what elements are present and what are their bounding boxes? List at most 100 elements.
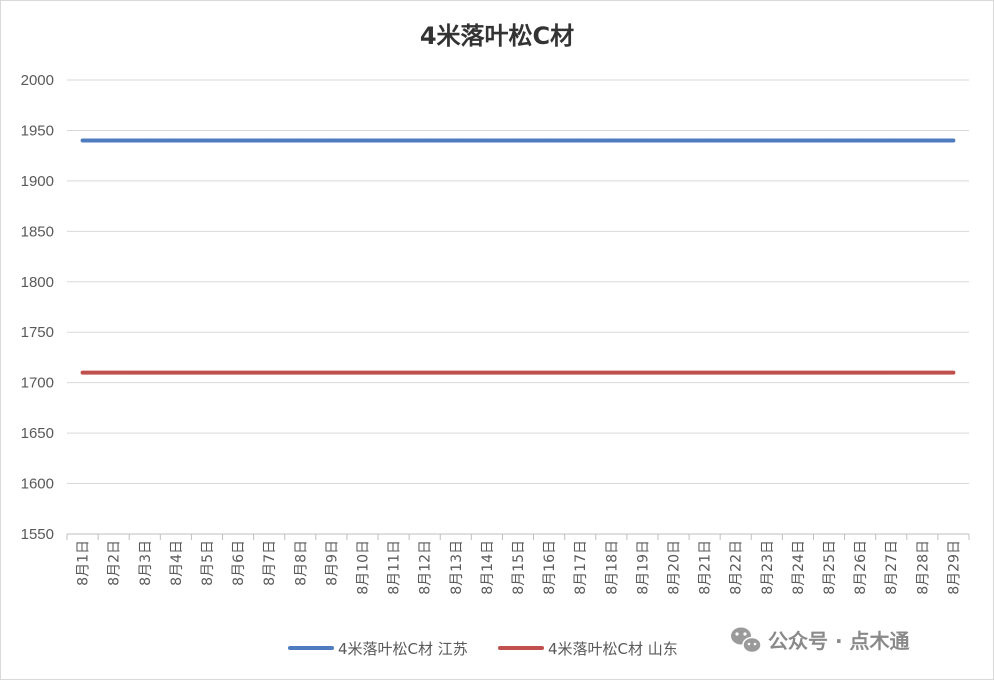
x-tick-label: 8月8日 xyxy=(293,540,309,586)
data-point xyxy=(205,371,209,374)
legend-label-jiangsu: 4米落叶松C材 江苏 xyxy=(338,640,468,658)
watermark-text: 公众号 · 点木通 xyxy=(768,629,910,653)
data-point xyxy=(330,371,333,374)
x-tick-label: 8月28日 xyxy=(915,540,931,595)
data-point xyxy=(330,139,333,142)
x-tick-label: 8月7日 xyxy=(262,540,278,586)
x-tick-label: 8月9日 xyxy=(324,540,340,586)
axis-layer xyxy=(66,533,970,540)
data-point xyxy=(516,139,520,142)
x-tick-label: 8月26日 xyxy=(853,540,869,595)
data-point xyxy=(516,371,520,374)
y-tick-label: 1950 xyxy=(21,122,54,139)
x-tick-label: 8月24日 xyxy=(791,540,807,595)
data-point xyxy=(454,139,457,142)
x-tick-label: 8月11日 xyxy=(387,540,403,595)
data-point xyxy=(796,371,800,374)
data-point xyxy=(765,371,769,374)
x-tick-label: 8月20日 xyxy=(667,540,683,595)
x-tick-label: 8月29日 xyxy=(946,540,962,595)
data-point xyxy=(641,139,644,142)
grid-layer xyxy=(67,79,969,485)
data-point xyxy=(610,139,613,142)
data-point xyxy=(547,371,551,374)
data-point xyxy=(361,371,364,374)
data-point xyxy=(952,371,955,374)
y-tick-label: 1600 xyxy=(21,476,54,493)
x-tick-label: 8月14日 xyxy=(480,540,496,595)
data-point xyxy=(392,371,395,374)
x-tick-label: 8月19日 xyxy=(635,540,651,595)
data-point xyxy=(143,371,146,374)
data-point xyxy=(610,371,613,374)
data-point xyxy=(890,371,893,374)
data-point xyxy=(765,139,769,142)
data-point xyxy=(112,139,115,142)
data-point xyxy=(921,371,924,374)
data-point xyxy=(454,371,457,374)
data-point xyxy=(579,371,582,374)
x-tick-label: 8月16日 xyxy=(542,540,558,595)
x-tick-label: 8月1日 xyxy=(76,540,92,586)
chart-title: 4米落叶松C材 xyxy=(420,22,574,50)
data-point xyxy=(236,371,240,374)
data-point xyxy=(112,371,115,374)
data-point xyxy=(361,139,364,142)
data-point xyxy=(267,139,271,142)
data-point xyxy=(827,139,831,142)
data-point xyxy=(641,371,644,374)
x-tick-label: 8月5日 xyxy=(200,540,216,586)
watermark: 公众号 · 点木通 xyxy=(731,627,910,654)
data-point xyxy=(796,139,800,142)
data-point xyxy=(703,139,706,142)
x-tick-label: 8月6日 xyxy=(231,540,247,586)
data-point xyxy=(579,139,582,142)
x-tick-label: 8月25日 xyxy=(822,540,838,595)
x-tick-label: 8月2日 xyxy=(107,540,123,586)
x-tick-label: 8月21日 xyxy=(698,540,714,595)
x-tick-label: 8月15日 xyxy=(511,540,527,595)
data-point xyxy=(392,139,395,142)
data-point xyxy=(921,139,924,142)
data-point xyxy=(952,139,955,142)
data-point xyxy=(299,371,302,374)
x-tick-label: 8月13日 xyxy=(449,540,465,595)
y-tick-label: 1650 xyxy=(21,425,54,442)
data-point xyxy=(734,139,737,142)
y-tick-label: 1750 xyxy=(21,324,54,341)
data-point xyxy=(81,371,84,374)
data-point xyxy=(423,371,426,374)
y-tick-label: 1850 xyxy=(21,223,54,240)
x-tick-label: 8月23日 xyxy=(760,540,776,595)
data-point xyxy=(734,371,737,374)
x-tick-label: 8月22日 xyxy=(729,540,745,595)
data-point xyxy=(827,371,831,374)
y-tick-label: 1900 xyxy=(21,173,54,190)
legend-label-shandong: 4米落叶松C材 山东 xyxy=(548,640,678,658)
y-tick-label: 1550 xyxy=(21,526,54,543)
legend: 4米落叶松C材 江苏 4米落叶松C材 山东 xyxy=(288,640,678,658)
y-tick-label: 1700 xyxy=(21,375,54,392)
data-point xyxy=(672,139,675,142)
data-point xyxy=(81,139,84,142)
data-point xyxy=(267,371,271,374)
data-point xyxy=(236,139,240,142)
data-point xyxy=(485,371,489,374)
series-layer xyxy=(80,138,956,375)
y-tick-label: 2000 xyxy=(21,72,54,89)
data-point xyxy=(703,371,706,374)
data-point xyxy=(858,139,862,142)
x-tick-label: 8月17日 xyxy=(573,540,589,595)
y-tick-label: 1800 xyxy=(21,274,54,291)
x-tick-label: 8月4日 xyxy=(169,540,185,586)
data-point xyxy=(672,371,675,374)
wechat-icon xyxy=(731,627,762,654)
x-tick-label: 8月12日 xyxy=(418,540,434,595)
x-tick-labels: 8月1日 8月2日 8月3日 8月4日 8月5日 8月6日 8月7日 8月8日 8月9日 8月10… xyxy=(76,540,963,595)
data-point xyxy=(858,371,862,374)
data-point xyxy=(205,139,209,142)
data-point xyxy=(485,139,489,142)
